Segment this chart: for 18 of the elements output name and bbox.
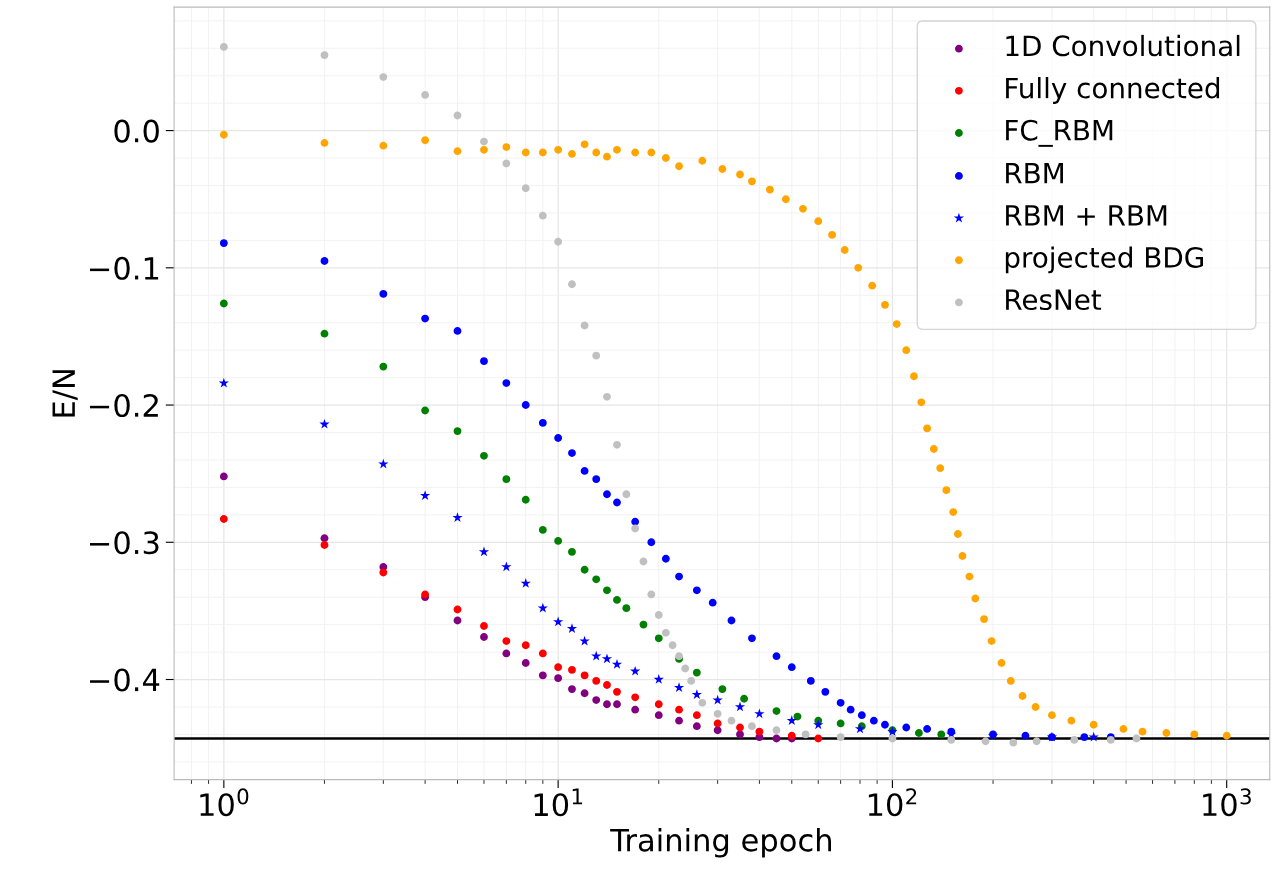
legend-label: ResNet [1006,289,1102,311]
y-tick-label: −0.4 [89,668,160,692]
legend-label: FC_RBM [1006,119,1113,147]
legend-label: RBM [1006,162,1063,184]
x-tick-label: 10$^{1}$ [534,788,583,817]
y-axis-title: E/N [52,370,78,417]
y-tick-label: −0.2 [89,393,158,418]
y-tick-label: −0.3 [89,531,159,555]
x-tick-label: 10$^{0}$ [200,788,249,817]
x-tick-label: 10$^{2}$ [868,788,917,817]
legend-label: RBM + RBM [1006,205,1167,226]
legend-label: projected BDG [1005,246,1203,274]
x-axis-title: Training epoch [610,828,831,858]
y-tick-label: 0.0 [114,119,159,143]
y-tick-label: −0.1 [89,256,159,280]
legend-label: 1D Convolutional [1006,34,1240,57]
x-tick-label: 10$^{3}$ [1203,788,1251,817]
legend-label: Fully connected [1006,77,1220,104]
